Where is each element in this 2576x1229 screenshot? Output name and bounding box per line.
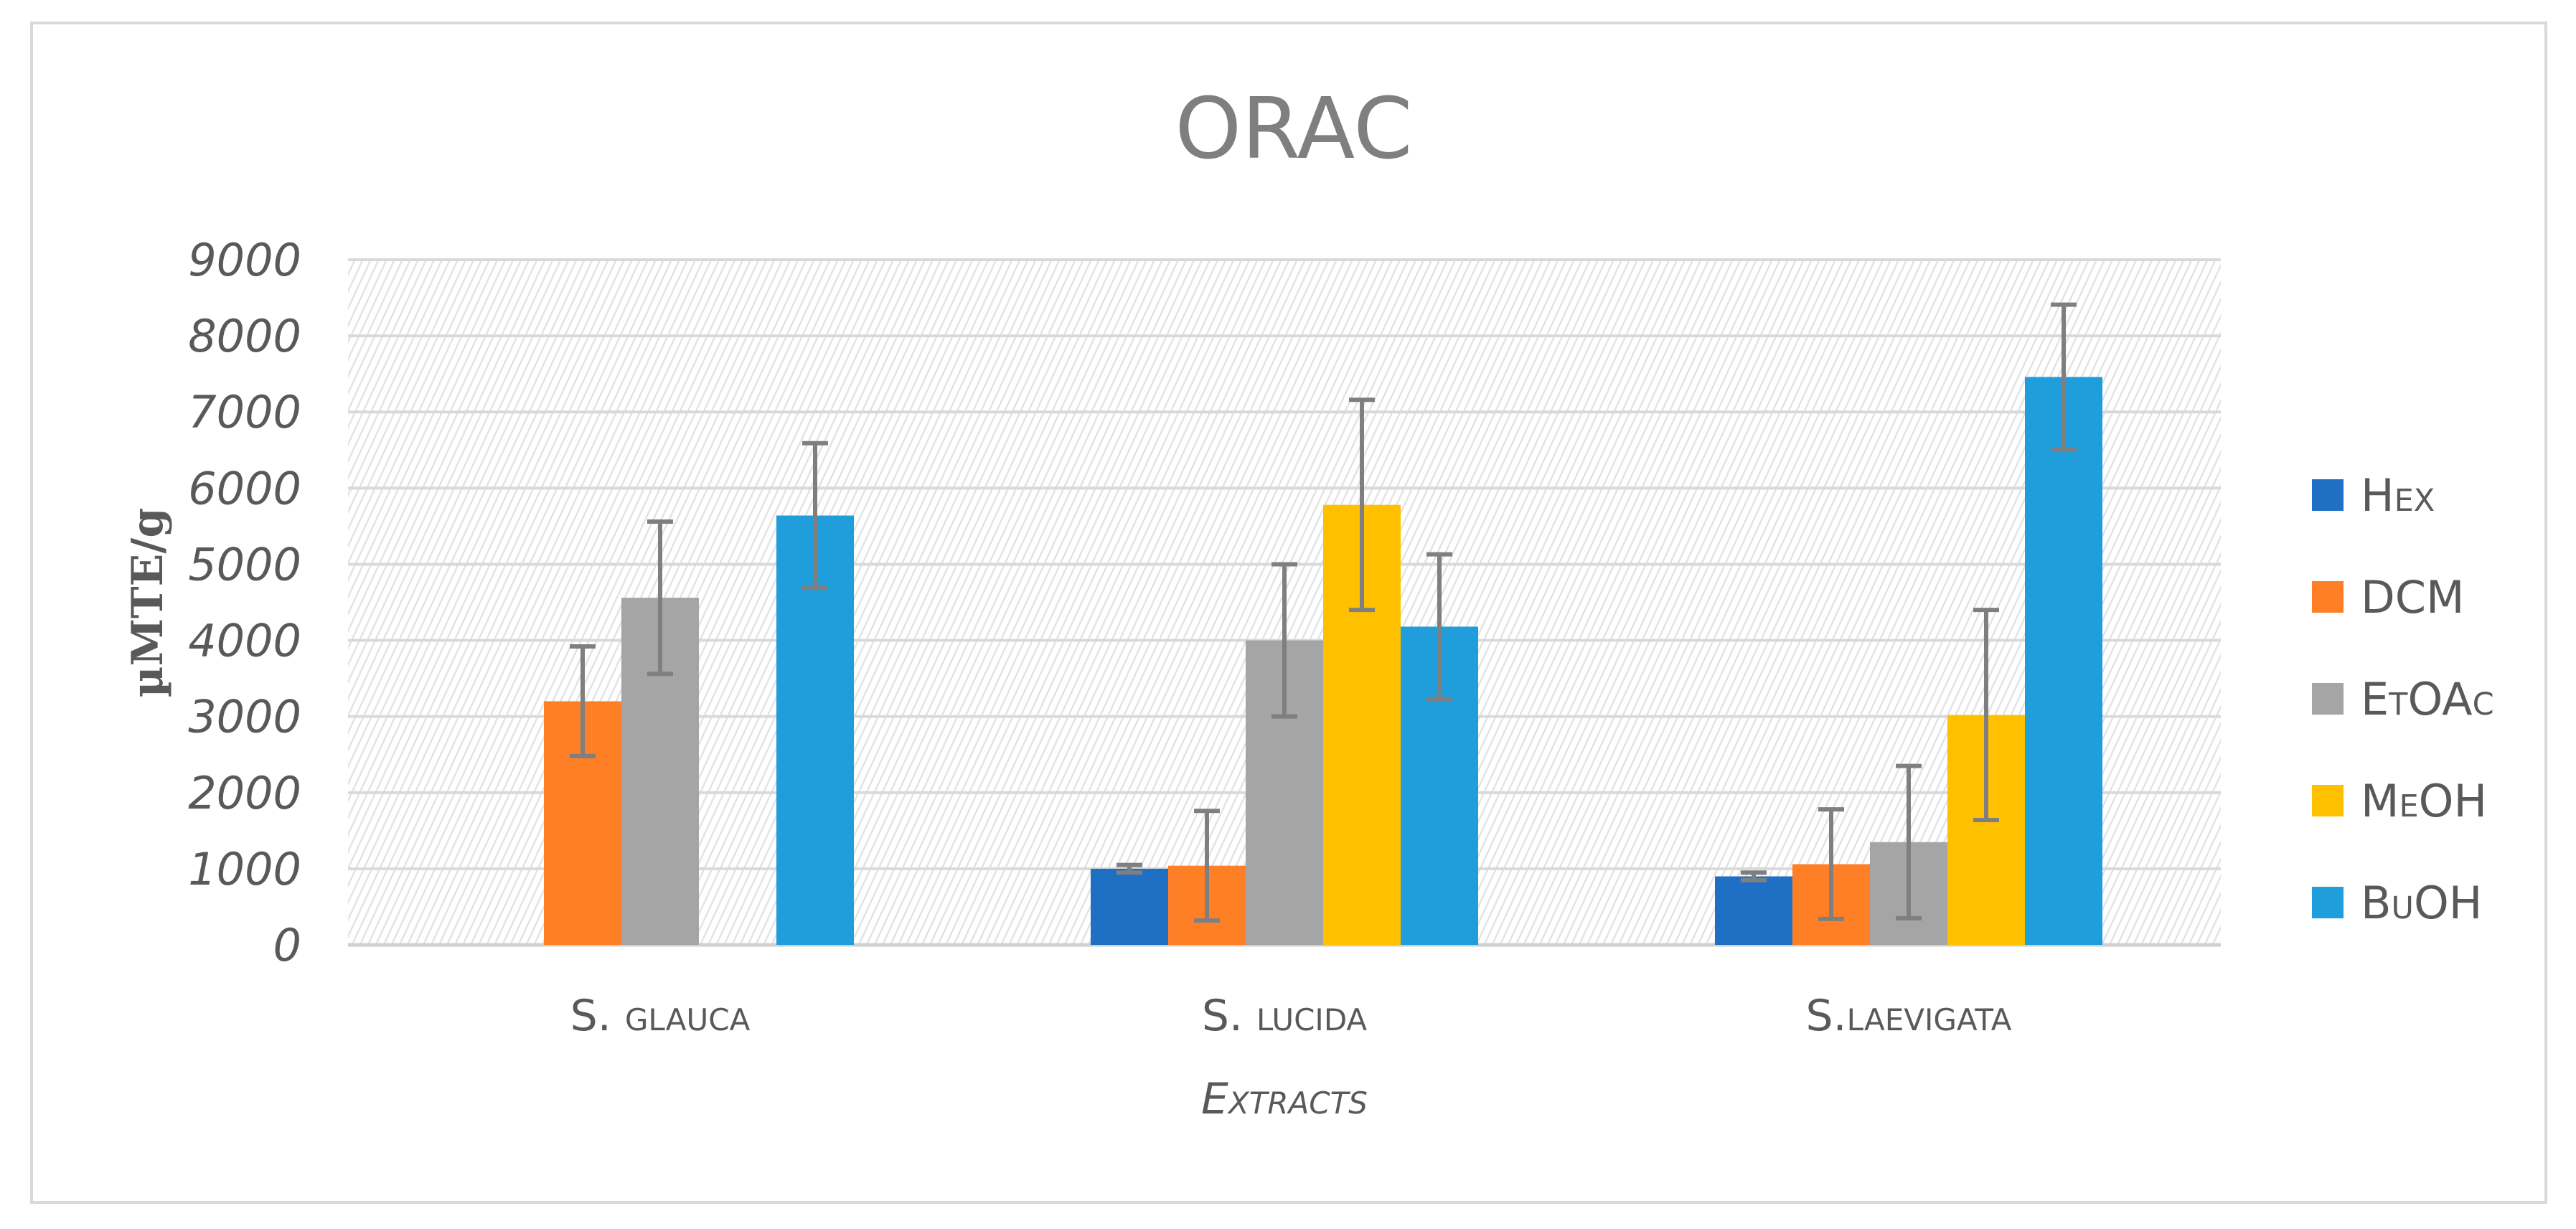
- error-bars: [570, 302, 2077, 923]
- y-tick-label: 7000: [188, 386, 301, 438]
- x-tick-label: S. lucida: [1202, 991, 1368, 1041]
- x-axis-label: Extracts: [1201, 1074, 1368, 1124]
- chart-title: ORAC: [1175, 79, 1412, 178]
- legend-label: BuOH: [2361, 877, 2482, 929]
- y-tick-label: 1000: [188, 843, 301, 895]
- legend: Hex DCM EtOAc MeOH BuOH: [2312, 469, 2494, 929]
- legend-label: MeOH: [2361, 775, 2487, 827]
- x-tick-label: S. glauca: [570, 991, 751, 1041]
- error-bar-hex-3: [1741, 870, 1767, 882]
- legend-item-etoac: EtOAc: [2312, 673, 2494, 725]
- legend-label: Hex: [2361, 469, 2435, 522]
- error-bar-buoh-1: [802, 441, 828, 590]
- legend-item-dcm: DCM: [2312, 571, 2465, 623]
- error-bar-dcm-1: [570, 644, 596, 758]
- x-axis-ticks: S. glauca S. lucida S.laevigata: [570, 991, 2012, 1041]
- y-tick-label: 5000: [188, 538, 301, 590]
- y-tick-label: 9000: [188, 234, 301, 286]
- error-bar-meoh-3: [1973, 608, 1999, 822]
- bar-buoh-3: [2025, 377, 2102, 945]
- legend-swatch: [2312, 683, 2344, 715]
- legend-swatch: [2312, 887, 2344, 918]
- error-bar-etoac-1: [647, 519, 673, 677]
- error-bar-buoh-3: [2051, 302, 2077, 452]
- y-tick-label: 0: [273, 919, 301, 971]
- y-tick-label: 8000: [188, 310, 301, 362]
- legend-swatch: [2312, 479, 2344, 511]
- error-bar-dcm-2: [1194, 809, 1220, 923]
- legend-item-buoh: BuOH: [2312, 877, 2482, 929]
- legend-item-meoh: MeOH: [2312, 775, 2487, 827]
- y-tick-label: 3000: [188, 691, 301, 743]
- y-axis-ticks: 0 1000 2000 3000 4000 5000 6000 7000 8000 9000: [188, 234, 301, 971]
- y-tick-label: 2000: [188, 767, 301, 819]
- legend-item-hex: Hex: [2312, 469, 2435, 522]
- y-axis-label: µMTE/g: [123, 508, 173, 698]
- error-bar-meoh-2: [1349, 397, 1375, 613]
- legend-label: EtOAc: [2361, 673, 2494, 725]
- bar-hex-2: [1091, 868, 1168, 945]
- x-tick-label: S.laevigata: [1805, 991, 2011, 1041]
- y-tick-label: 4000: [188, 615, 301, 667]
- legend-label: DCM: [2361, 571, 2465, 623]
- legend-swatch: [2312, 785, 2344, 816]
- error-bar-etoac-2: [1271, 562, 1297, 719]
- legend-swatch: [2312, 581, 2344, 613]
- bar-hex-3: [1715, 876, 1792, 945]
- error-bar-etoac-3: [1896, 763, 1922, 920]
- error-bar-dcm-3: [1818, 807, 1844, 921]
- error-bar-buoh-2: [1426, 552, 1452, 702]
- error-bar-hex-2: [1117, 862, 1142, 875]
- y-tick-label: 6000: [188, 462, 301, 514]
